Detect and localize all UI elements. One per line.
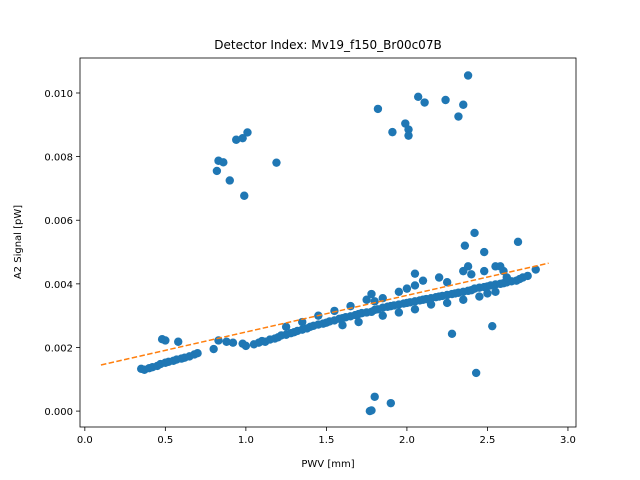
y-tick-label: 0.008 <box>44 153 73 164</box>
data-point <box>491 287 500 297</box>
data-point <box>222 337 231 346</box>
data-point <box>404 131 413 140</box>
data-point <box>483 289 492 298</box>
axes-frame <box>79 57 577 428</box>
data-point <box>225 176 234 185</box>
x-tick-label: 0.0 <box>77 435 93 446</box>
data-point <box>442 298 452 308</box>
data-point <box>402 284 412 293</box>
data-point <box>378 311 387 320</box>
fit-line <box>100 262 549 366</box>
data-point <box>447 329 457 338</box>
x-tick-label: 2.0 <box>399 435 415 446</box>
x-tick-label: 2.5 <box>479 435 495 446</box>
data-point <box>193 349 202 358</box>
data-point <box>513 237 523 247</box>
data-point <box>410 269 420 278</box>
data-point <box>467 270 476 279</box>
data-point <box>330 306 339 316</box>
axis-ticks: 0.0 0.5 1.0 1.5 2.0 2.5 3.0 0.000 0.002 0.004 0.00… <box>44 89 576 446</box>
data-point <box>496 262 505 271</box>
data-point <box>161 336 170 345</box>
data-point <box>281 322 291 331</box>
data-point <box>442 278 452 287</box>
data-point <box>459 295 468 304</box>
data-point <box>480 247 489 257</box>
x-tick-label: 1.0 <box>238 435 254 446</box>
data-point <box>238 133 247 143</box>
data-point <box>426 300 436 309</box>
data-point <box>434 273 444 282</box>
data-point <box>480 266 489 276</box>
y-tick-label: 0.000 <box>44 407 73 418</box>
data-point <box>471 368 481 378</box>
data-point <box>354 317 363 327</box>
data-point <box>410 305 420 314</box>
data-point <box>454 112 463 121</box>
data-point <box>370 392 379 401</box>
data-point <box>272 158 281 167</box>
data-point <box>212 166 222 176</box>
data-point <box>219 158 228 167</box>
data-point <box>463 71 473 80</box>
data-point <box>459 100 468 109</box>
x-axis-label: PWV [mm] <box>301 459 354 470</box>
data-point <box>441 95 450 105</box>
data-point <box>460 241 470 250</box>
data-point <box>378 293 387 303</box>
data-point <box>338 321 347 330</box>
data-point <box>298 317 307 327</box>
data-point <box>413 92 423 102</box>
data-point <box>373 104 383 114</box>
chart-title: Detector Index: Mv19_f150_Br00c07B <box>214 38 441 52</box>
data-point <box>362 295 371 304</box>
data-point <box>463 262 473 271</box>
y-tick-label: 0.004 <box>44 280 73 291</box>
data-point <box>232 135 241 144</box>
data-point <box>523 271 532 281</box>
data-point <box>418 276 428 285</box>
data-point <box>370 297 379 306</box>
data-point <box>394 287 404 297</box>
data-point <box>394 308 404 317</box>
data-point <box>404 125 413 134</box>
data-point <box>241 341 251 351</box>
y-tick-label: 0.006 <box>44 216 73 227</box>
plot-area <box>100 71 549 416</box>
x-tick-label: 1.5 <box>318 435 334 446</box>
data-point <box>475 292 484 301</box>
data-point <box>531 265 540 274</box>
data-point <box>367 289 376 299</box>
data-point <box>243 128 252 137</box>
data-point <box>410 281 420 290</box>
y-tick-label: 0.002 <box>44 343 73 354</box>
data-point <box>420 98 429 107</box>
x-tick-label: 3.0 <box>560 435 576 446</box>
x-tick-label: 0.5 <box>157 435 173 446</box>
data-point <box>209 344 218 354</box>
data-point <box>240 191 249 200</box>
data-point <box>502 273 511 282</box>
y-tick-label: 0.010 <box>44 89 73 100</box>
data-point <box>386 398 396 408</box>
data-point <box>367 406 376 415</box>
data-point <box>470 228 479 238</box>
data-point <box>174 337 183 346</box>
data-point <box>488 321 497 331</box>
data-point <box>388 127 397 137</box>
y-axis-label: A2 Signal [pW] <box>13 205 24 279</box>
data-point <box>228 338 238 347</box>
